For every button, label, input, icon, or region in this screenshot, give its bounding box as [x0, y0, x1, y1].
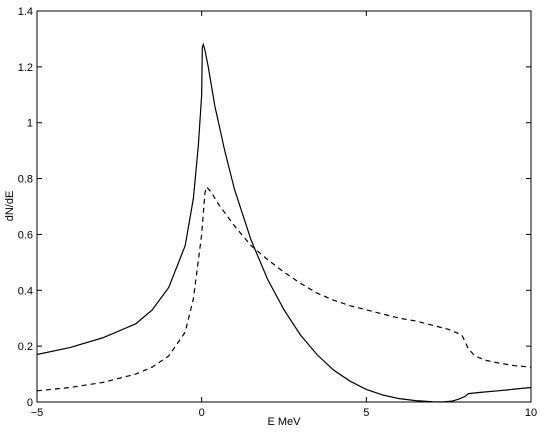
series-line-solid — [36, 42, 532, 403]
y-axis-label: dN/dE — [4, 191, 16, 222]
axis-ticks — [36, 10, 532, 403]
y-tick-label: 0.6 — [18, 229, 33, 241]
y-tick-label: 1 — [27, 118, 33, 130]
plot-frame — [36, 10, 532, 403]
y-tick-label: 1.4 — [18, 6, 33, 18]
series-line-dashed — [36, 185, 532, 392]
x-tick-label: 5 — [363, 407, 369, 419]
x-axis-label: E MeV — [267, 416, 301, 428]
x-tick-label: 0 — [199, 407, 205, 419]
y-tick-label: 1.2 — [18, 62, 33, 74]
y-tick-label: 0.2 — [18, 341, 33, 353]
y-tick-label: 0.8 — [18, 174, 33, 186]
x-tick-label: 10 — [525, 407, 537, 419]
x-tick-label: −5 — [31, 407, 44, 419]
y-tick-label: 0 — [27, 397, 33, 409]
y-tick-label: 0.4 — [18, 285, 33, 297]
series-group — [36, 42, 532, 403]
